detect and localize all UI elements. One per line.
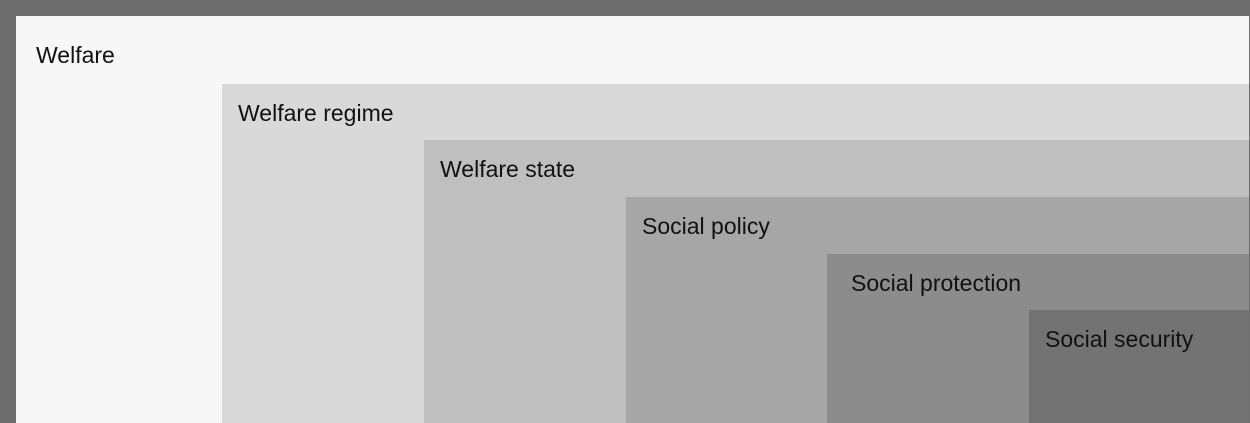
nested-diagram: Welfare Welfare regime Welfare state Soc…	[16, 16, 1249, 423]
level-social-security: Social security	[1029, 310, 1249, 423]
level-label-welfare-state: Welfare state	[440, 156, 576, 182]
level-label-social-security: Social security	[1045, 326, 1194, 352]
level-label-welfare-regime: Welfare regime	[238, 100, 394, 126]
level-label-social-protection: Social protection	[851, 270, 1022, 296]
level-label-social-policy: Social policy	[642, 213, 770, 239]
level-label-welfare: Welfare	[36, 42, 115, 68]
